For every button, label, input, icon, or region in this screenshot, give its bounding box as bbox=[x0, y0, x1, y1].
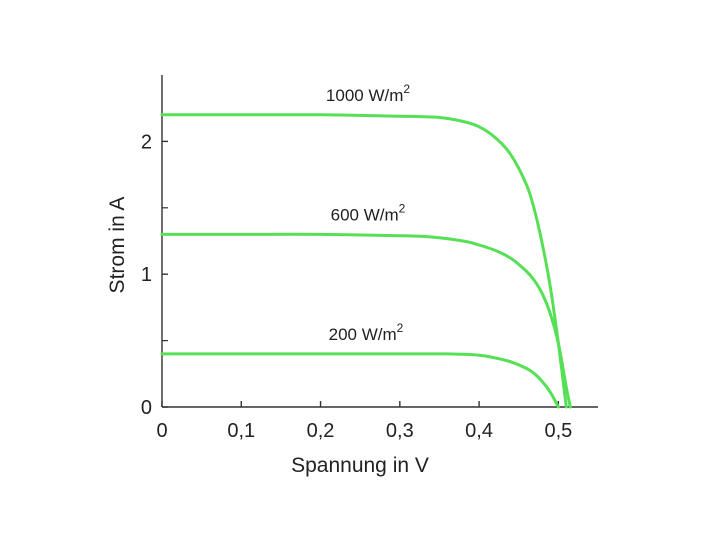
series-label: 600 W/m2 bbox=[331, 201, 406, 224]
series-line bbox=[160, 352, 560, 409]
y-tick-label: 1 bbox=[141, 264, 152, 286]
ticks: 0 0,1 0,2 0,3 0,4 0,5 0 1 2 bbox=[141, 131, 572, 442]
x-tick-label: 0,2 bbox=[307, 420, 335, 442]
series-line bbox=[160, 113, 568, 409]
x-axis-title: Spannung in V bbox=[291, 454, 429, 477]
series-lines bbox=[160, 113, 572, 409]
series-labels: 1000 W/m2 600 W/m2 200 W/m2 bbox=[326, 82, 410, 344]
x-tick-label: 0,1 bbox=[227, 420, 255, 442]
series-label: 1000 W/m2 bbox=[326, 82, 410, 105]
series-line bbox=[160, 232, 572, 409]
x-tick-label: 0,3 bbox=[386, 420, 414, 442]
series-label: 200 W/m2 bbox=[329, 321, 404, 344]
axes bbox=[161, 75, 598, 408]
x-tick-label: 0,4 bbox=[465, 420, 493, 442]
y-axis-title: Strom in A bbox=[106, 197, 129, 294]
x-tick-label: 0,5 bbox=[544, 420, 572, 442]
y-tick-label: 2 bbox=[141, 131, 152, 153]
x-tick-label: 0 bbox=[156, 420, 167, 442]
y-tick-label: 0 bbox=[141, 397, 152, 419]
